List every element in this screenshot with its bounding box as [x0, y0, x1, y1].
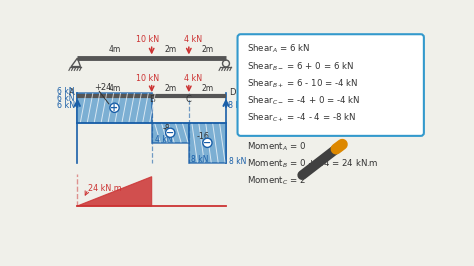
- Text: 4m: 4m: [109, 84, 121, 93]
- Text: 10 kN: 10 kN: [136, 74, 159, 83]
- Text: 4 kN: 4 kN: [183, 74, 202, 83]
- Text: Shear$_A$ = 6 kN: Shear$_A$ = 6 kN: [247, 43, 310, 55]
- Text: 2m: 2m: [201, 84, 213, 93]
- Text: A: A: [69, 88, 74, 97]
- Polygon shape: [77, 177, 152, 206]
- Text: -16: -16: [197, 132, 210, 141]
- FancyBboxPatch shape: [237, 34, 424, 136]
- Text: 2m: 2m: [201, 45, 213, 54]
- Text: 24 kN.m: 24 kN.m: [88, 184, 122, 193]
- Text: 8 kN: 8 kN: [228, 101, 246, 110]
- Text: 6 kN: 6 kN: [57, 94, 74, 103]
- Text: +24: +24: [94, 83, 112, 92]
- Circle shape: [110, 103, 119, 113]
- Text: B: B: [149, 95, 155, 104]
- Text: 2m: 2m: [164, 45, 176, 54]
- Text: 4 kN: 4 kN: [155, 135, 172, 144]
- Text: Shear$_{C-}$ = -4 + 0 = -4 kN: Shear$_{C-}$ = -4 + 0 = -4 kN: [247, 94, 360, 107]
- Text: −: −: [203, 138, 211, 148]
- Text: Shear$_{C+}$ = -4 - 4 = -8 kN: Shear$_{C+}$ = -4 - 4 = -8 kN: [247, 111, 356, 124]
- Text: 8 kN: 8 kN: [229, 157, 246, 166]
- Text: 2m: 2m: [164, 84, 176, 93]
- Text: 8 kN: 8 kN: [191, 155, 209, 164]
- Polygon shape: [152, 123, 189, 143]
- Text: -8: -8: [163, 124, 170, 134]
- Text: Moment$_A$ = 0: Moment$_A$ = 0: [247, 140, 306, 153]
- Polygon shape: [77, 93, 152, 123]
- Text: 4m: 4m: [109, 45, 121, 54]
- Text: 4 kN: 4 kN: [183, 35, 202, 44]
- Text: Shear$_{B+}$ = 6 - 10 = -4 kN: Shear$_{B+}$ = 6 - 10 = -4 kN: [247, 77, 358, 90]
- Text: Shear$_{B-}$ = 6 + 0 = 6 kN: Shear$_{B-}$ = 6 + 0 = 6 kN: [247, 60, 354, 73]
- Text: C: C: [186, 95, 192, 104]
- Text: 6 kN: 6 kN: [57, 101, 75, 110]
- Text: 6 kN: 6 kN: [57, 87, 74, 96]
- Text: Moment$_C$ = 2: Moment$_C$ = 2: [247, 174, 306, 187]
- Text: Moment$_B$ = 0 + 24 = 24 kN.m: Moment$_B$ = 0 + 24 = 24 kN.m: [247, 157, 378, 170]
- Text: −: −: [166, 128, 174, 138]
- Polygon shape: [189, 123, 226, 163]
- Text: D: D: [229, 88, 236, 97]
- Text: 10 kN: 10 kN: [136, 35, 159, 44]
- Circle shape: [203, 138, 212, 147]
- Text: +: +: [110, 103, 118, 113]
- Circle shape: [165, 128, 175, 138]
